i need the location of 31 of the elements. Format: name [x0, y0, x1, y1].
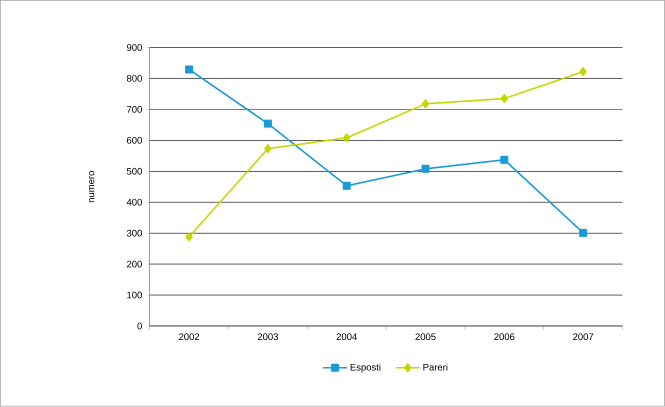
- point: [422, 99, 430, 109]
- x-tick-label: 2006: [494, 334, 514, 340]
- point: [185, 232, 193, 242]
- point: [264, 144, 272, 154]
- x-tick-label: 2005: [415, 334, 436, 340]
- x-tick-label: 2003: [258, 334, 278, 340]
- point: [343, 133, 350, 143]
- point: [264, 120, 272, 128]
- x-tick-label: 2004: [336, 334, 357, 340]
- y-tick-label: 300: [126, 230, 142, 237]
- y-tick-label: 200: [126, 260, 142, 268]
- point: [579, 229, 588, 238]
- point: [500, 94, 508, 104]
- x-tick-label: 2007: [573, 334, 594, 340]
- legend-label: Esposti: [350, 364, 380, 373]
- y-tick-label: 400: [126, 199, 142, 206]
- y-axis-title: numero: [89, 171, 94, 202]
- point: [342, 182, 351, 190]
- y-tick-label: 600: [126, 137, 142, 144]
- point: [500, 156, 508, 164]
- y-tick-label: 900: [126, 44, 142, 52]
- point: [185, 66, 194, 74]
- legend-label: Pareri: [423, 364, 448, 371]
- y-tick-label: 100: [127, 292, 142, 299]
- y-tick-label: 500: [126, 168, 142, 175]
- point: [579, 67, 587, 76]
- point: [421, 165, 430, 174]
- y-tick-label: 0: [137, 322, 142, 330]
- x-tick-label: 2002: [179, 334, 200, 340]
- y-tick-label: 800: [126, 75, 142, 82]
- y-tick-label: 700: [126, 106, 142, 113]
